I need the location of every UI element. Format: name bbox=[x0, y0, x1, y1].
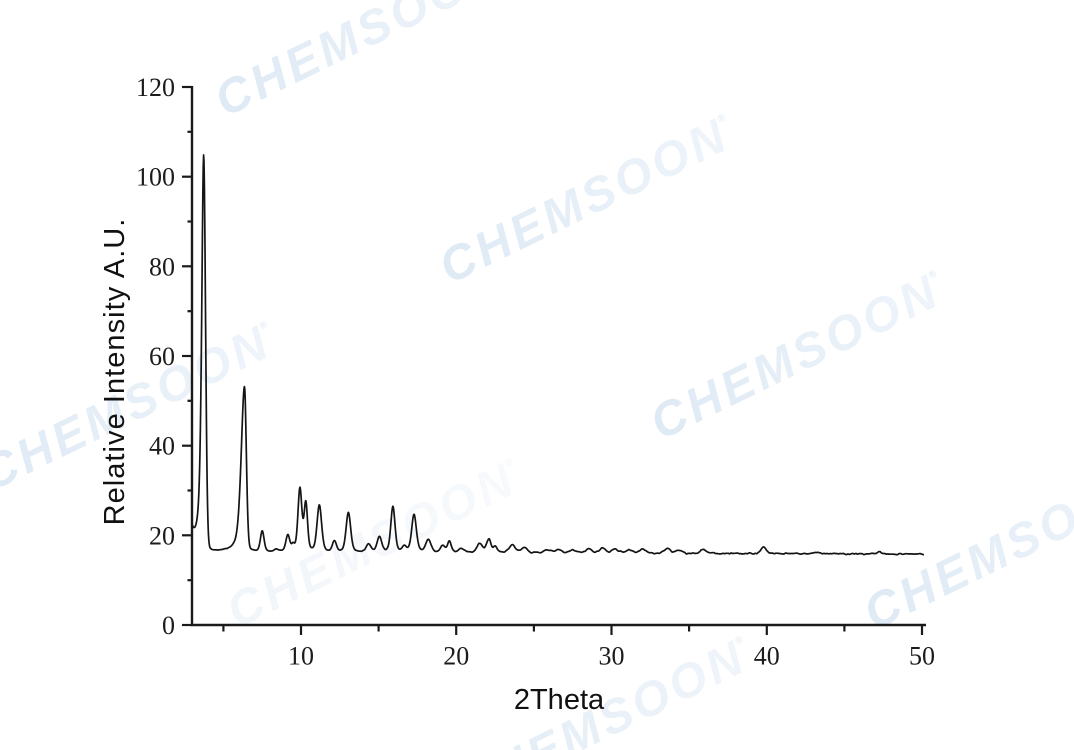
svg-text:2Theta: 2Theta bbox=[514, 684, 605, 716]
svg-text:60: 60 bbox=[149, 342, 175, 371]
svg-text:0: 0 bbox=[162, 611, 175, 640]
svg-text:40: 40 bbox=[149, 432, 175, 461]
svg-text:100: 100 bbox=[136, 163, 175, 192]
svg-text:50: 50 bbox=[909, 642, 935, 671]
svg-text:20: 20 bbox=[149, 521, 175, 550]
svg-text:10: 10 bbox=[288, 642, 314, 671]
svg-text:80: 80 bbox=[149, 252, 175, 281]
svg-text:20: 20 bbox=[443, 642, 469, 671]
svg-text:40: 40 bbox=[754, 642, 780, 671]
svg-text:30: 30 bbox=[599, 642, 625, 671]
svg-text:Relative Intensity A.U.: Relative Intensity A.U. bbox=[99, 218, 131, 526]
svg-text:120: 120 bbox=[136, 73, 175, 102]
